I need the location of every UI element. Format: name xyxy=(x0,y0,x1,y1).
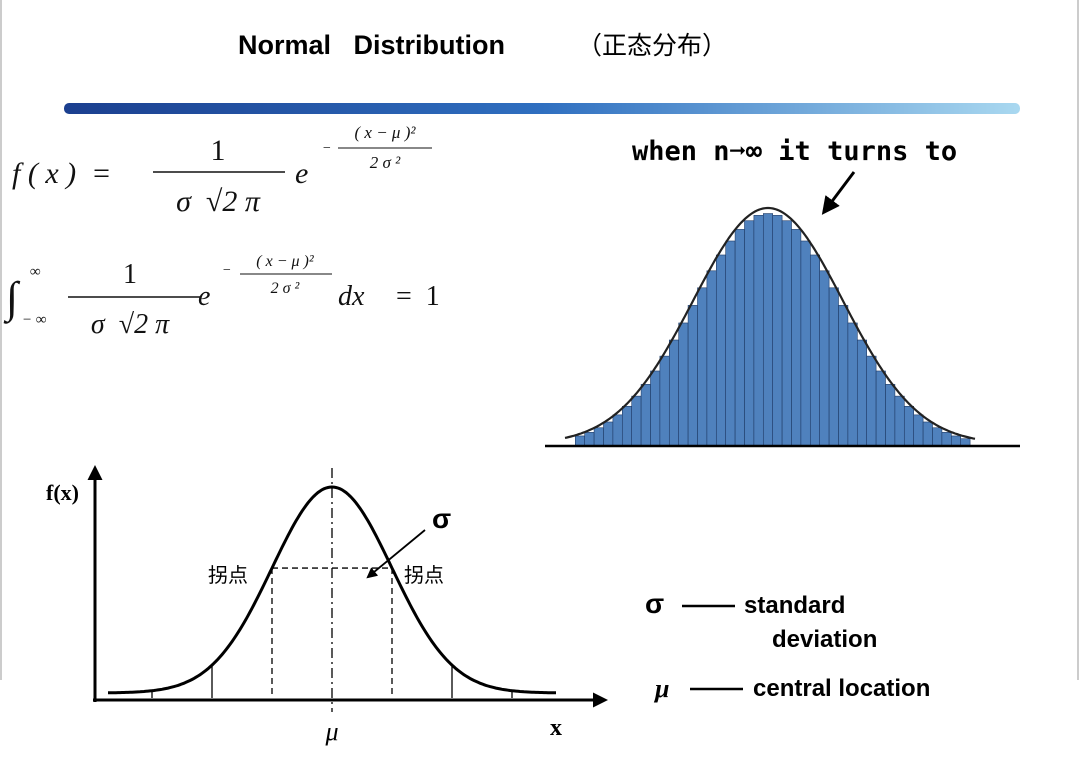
numerator: 1 xyxy=(123,259,137,290)
integral-sign: ∫ xyxy=(3,273,21,324)
histogram-bar xyxy=(725,240,736,447)
integral-lower: − ∞ xyxy=(22,312,47,328)
histogram-bar xyxy=(828,287,839,447)
numerator: 1 xyxy=(211,134,226,167)
exponent-denominator: 2 σ ² xyxy=(370,153,401,172)
x-label: x xyxy=(550,715,562,741)
histogram-bar xyxy=(706,270,717,447)
histogram-bar xyxy=(631,395,642,447)
title-bar xyxy=(64,103,1020,114)
histogram-bar xyxy=(640,384,651,447)
inflection-left: 拐点 xyxy=(208,564,248,587)
histogram-bar xyxy=(903,405,914,447)
histogram-bar xyxy=(621,405,632,447)
exponent-numerator: ( x − μ )² xyxy=(256,253,315,270)
histogram-bar xyxy=(932,427,943,447)
histogram-bar xyxy=(603,421,614,447)
histogram-bar xyxy=(593,427,604,447)
arrow xyxy=(366,529,426,579)
histogram-bar xyxy=(875,370,886,447)
inflection-right: 拐点 xyxy=(404,564,444,587)
arrow xyxy=(821,171,856,215)
sigma-label: σ xyxy=(432,503,451,534)
curve-diagram xyxy=(108,468,556,712)
mu-text: central location xyxy=(753,675,930,702)
rhs: = 1 xyxy=(396,281,440,312)
normal-curve xyxy=(108,485,556,695)
denominator: σ √2 π xyxy=(91,309,170,340)
integral-upper: ∞ xyxy=(30,264,41,280)
exponent-numerator: ( x − μ )² xyxy=(355,123,417,142)
histogram-bar xyxy=(678,322,689,447)
histogram-bar xyxy=(894,395,905,447)
histogram-bar xyxy=(668,339,679,447)
histogram-bar xyxy=(744,220,755,447)
histogram-bar xyxy=(819,270,830,447)
histogram-bar xyxy=(762,213,773,447)
mu-symbol: μ xyxy=(653,674,669,703)
histogram-bar xyxy=(650,370,661,447)
sigma-symbol: σ xyxy=(645,588,664,619)
histogram-bar xyxy=(800,240,811,447)
histogram-bar xyxy=(612,414,623,447)
exponent-sign: − xyxy=(322,141,331,156)
histogram-bar xyxy=(856,339,867,447)
histogram-bar xyxy=(885,384,896,447)
base: e xyxy=(198,281,210,312)
histogram-bar xyxy=(941,432,952,447)
denominator: σ √2 π xyxy=(176,185,261,218)
histogram-bar xyxy=(772,215,783,447)
mean-label: μ xyxy=(324,717,338,746)
normal-curve xyxy=(564,206,976,440)
sigma-text: deviation xyxy=(772,626,877,653)
histogram-bar xyxy=(791,229,802,447)
histogram-bar xyxy=(922,421,933,447)
histogram-bar xyxy=(753,215,764,447)
histogram-bar xyxy=(697,287,708,447)
subtitle: （正态分布） xyxy=(577,32,727,60)
histogram-bar xyxy=(574,435,585,447)
formula-lhs: f ( x ) = xyxy=(12,157,111,190)
histogram-bar xyxy=(809,254,820,447)
histogram-bar xyxy=(838,305,849,447)
density-formula: f ( x ) = 1 σ √2 π e − ( x − μ )² 2 σ ² xyxy=(12,123,432,218)
title: Normal Distribution xyxy=(238,30,505,60)
differential: dx xyxy=(338,281,365,312)
y-label: f(x) xyxy=(46,480,79,505)
histogram-bar xyxy=(913,414,924,447)
histogram xyxy=(564,206,976,447)
integral-formula: ∫ ∞ − ∞ 1 σ √2 π e − ( x − μ )² 2 σ ² dx… xyxy=(3,253,440,340)
histogram-bar xyxy=(715,254,726,447)
histogram-bar xyxy=(781,220,792,447)
histogram-bar xyxy=(659,355,670,447)
histogram-bar xyxy=(866,355,877,447)
histogram-bar xyxy=(950,435,961,447)
exponent-sign: − xyxy=(222,263,231,278)
base: e xyxy=(295,157,308,190)
histogram-bar xyxy=(584,432,595,447)
exponent-denominator: 2 σ ² xyxy=(271,280,301,297)
histogram-bar xyxy=(847,322,858,447)
sigma-text: standard xyxy=(744,592,845,619)
histogram-annotation: when n➞∞ it turns to xyxy=(632,136,957,167)
histogram-bar xyxy=(734,229,745,447)
histogram-bar xyxy=(687,305,698,447)
